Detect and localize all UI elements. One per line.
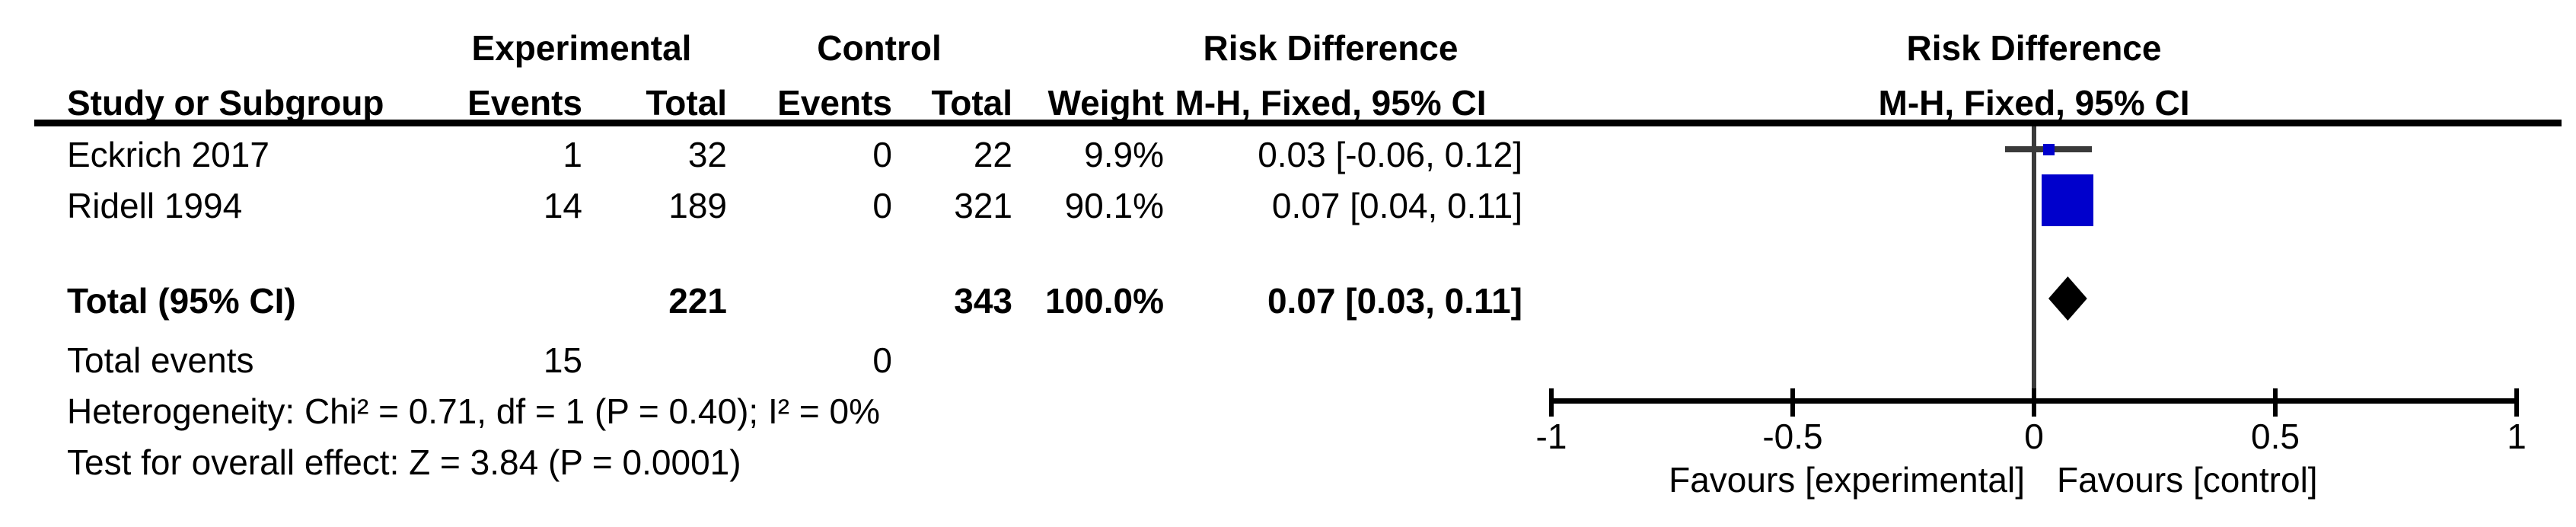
effect-square <box>2042 174 2094 226</box>
header-exp-total: Total <box>646 83 727 123</box>
pooled-diamond <box>2048 276 2087 321</box>
axis-tick-label: 0.5 <box>2251 417 2300 456</box>
study-exp-events: 1 <box>563 135 582 174</box>
plot-header-method: M-H, Fixed, 95% CI <box>1878 83 2190 123</box>
study-name: Ridell 1994 <box>67 186 243 225</box>
header-effect-title: Risk Difference <box>1203 28 1459 68</box>
total-exp-total: 221 <box>668 281 727 321</box>
study-weight: 90.1% <box>1064 186 1164 225</box>
study-ctrl-events: 0 <box>872 186 892 225</box>
axis-tick <box>1549 388 1554 417</box>
study-estimate-ci: 0.03 [-0.06, 0.12] <box>1258 135 1522 174</box>
study-ctrl-events: 0 <box>872 135 892 174</box>
total-ctrl-total: 343 <box>954 281 1012 321</box>
study-estimate-ci: 0.07 [0.04, 0.11] <box>1271 186 1522 225</box>
header-ctrl-events: Events <box>777 83 892 123</box>
plot-header-title: Risk Difference <box>1906 28 2162 68</box>
axis-tick-label: 1 <box>2507 417 2527 456</box>
axis-tick <box>2514 388 2519 417</box>
effect-square <box>2042 143 2055 155</box>
header-effect-method: M-H, Fixed, 95% CI <box>1175 83 1487 123</box>
study-exp-events: 14 <box>543 186 582 225</box>
axis-tick-label: -1 <box>1535 417 1567 456</box>
study-ctrl-total: 22 <box>973 135 1012 174</box>
total-events-label: Total events <box>67 340 254 380</box>
study-ctrl-total: 321 <box>954 186 1012 225</box>
header-group-control: Control <box>817 28 942 68</box>
overall-effect-text: Test for overall effect: Z = 3.84 (P = 0… <box>67 442 741 482</box>
heterogeneity-text: Heterogeneity: Chi² = 0.71, df = 1 (P = … <box>67 391 880 431</box>
total-label: Total (95% CI) <box>67 281 296 321</box>
total-events-ctrl: 0 <box>872 340 892 380</box>
study-weight: 9.9% <box>1084 135 1164 174</box>
plot-zero-line <box>2032 126 2036 417</box>
study-exp-total: 32 <box>687 135 727 174</box>
header-weight: Weight <box>1047 83 1164 123</box>
axis-tick <box>2032 388 2036 417</box>
header-ctrl-total: Total <box>931 83 1012 123</box>
total-weight: 100.0% <box>1044 281 1164 321</box>
header-study-or-subgroup: Study or Subgroup <box>67 83 384 123</box>
favours-control-label: Favours [control] <box>2057 460 2318 500</box>
total-estimate-ci: 0.07 [0.03, 0.11] <box>1267 281 1522 321</box>
header-divider-line <box>34 120 2562 126</box>
favours-experimental-label: Favours [experimental] <box>1669 460 2025 500</box>
header-group-experimental: Experimental <box>471 28 692 68</box>
axis-tick <box>2273 388 2278 417</box>
axis-tick <box>1790 388 1795 417</box>
axis-tick-label: 0 <box>2024 417 2044 456</box>
total-events-exp: 15 <box>543 340 582 380</box>
header-exp-events: Events <box>467 83 582 123</box>
study-name: Eckrich 2017 <box>67 135 269 174</box>
study-exp-total: 189 <box>668 186 727 225</box>
axis-tick-label: -0.5 <box>1762 417 1823 456</box>
